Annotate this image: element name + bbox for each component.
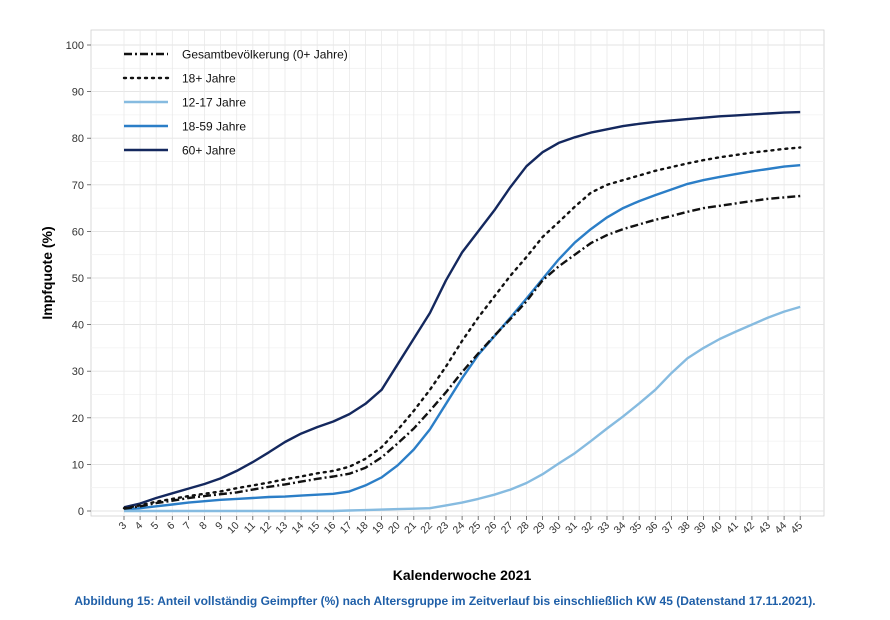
y-axis-ticks: 0 10 20 30 40 50 60 70 80 90 100 (66, 40, 91, 518)
x-tick-label: 5 (149, 520, 162, 533)
x-tick-label: 10 (225, 520, 242, 537)
x-tick-label: 21 (402, 520, 419, 537)
x-tick-label: 43 (756, 520, 773, 537)
series-line-18-59-jahre (123, 164, 801, 511)
x-tick-label: 42 (740, 520, 757, 537)
y-tick-label: 80 (72, 133, 84, 145)
x-tick-label: 40 (708, 520, 725, 537)
x-tick-label: 39 (692, 520, 709, 537)
x-tick-label: 35 (628, 520, 645, 537)
x-tick-label: 3 (117, 520, 130, 533)
y-tick-label: 70 (72, 180, 84, 192)
x-tick-label: 7 (181, 520, 194, 533)
x-tick-label: 14 (289, 520, 306, 537)
x-tick-label: 29 (531, 520, 548, 537)
legend-label: 12-17 Jahre (182, 96, 246, 110)
x-tick-label: 28 (515, 520, 532, 537)
series-line-12-17-jahre (124, 305, 801, 513)
x-tick-label: 17 (338, 520, 355, 537)
figure-caption: Abbildung 15: Anteil vollständig Geimpft… (74, 594, 816, 608)
y-tick-label: 20 (72, 413, 84, 425)
x-tick-label: 41 (724, 520, 741, 537)
x-tick-label: 6 (165, 520, 178, 533)
x-tick-label: 22 (418, 520, 435, 537)
series-line-18-jahre (122, 146, 802, 510)
x-tick-label: 8 (197, 520, 210, 533)
x-tick-label: 24 (450, 520, 467, 537)
x-tick-label: 4 (133, 520, 146, 533)
y-tick-label: 60 (72, 226, 84, 238)
x-tick-label: 30 (547, 520, 564, 537)
x-tick-label: 36 (644, 520, 661, 537)
x-tick-label: 44 (772, 520, 789, 537)
x-tick-label: 13 (273, 520, 290, 537)
x-tick-label: 38 (676, 520, 693, 537)
x-tick-label: 31 (563, 520, 580, 537)
x-tick-label: 45 (789, 520, 806, 537)
y-tick-label: 50 (72, 273, 84, 285)
y-tick-label: 10 (72, 459, 84, 471)
x-tick-label: 33 (595, 520, 612, 537)
legend: Gesamtbevölkerung (0+ Jahre) 18+ Jahre 12-… (122, 48, 348, 158)
y-tick-label: 40 (72, 320, 84, 332)
x-tick-label: 37 (660, 520, 677, 537)
series-lines (122, 110, 802, 513)
x-tick-label: 34 (611, 520, 628, 537)
x-tick-label: 15 (306, 520, 323, 537)
y-tick-label: 30 (72, 366, 84, 378)
legend-label: Gesamtbevölkerung (0+ Jahre) (182, 48, 348, 62)
series-line-gesamtbev-lkerung-0-jahre (123, 194, 801, 510)
x-tick-label: 26 (483, 520, 500, 537)
x-tick-label: 18 (354, 520, 371, 537)
x-tick-label: 9 (213, 520, 226, 533)
grid-minor (91, 67, 824, 489)
x-tick-label: 25 (467, 520, 484, 537)
x-axis-ticks: 3 4 5 6 7 8 9 10 11 12 13 14 15 16 17 18 19 20 21 22 23 24 25 2… (117, 516, 806, 537)
x-tick-label: 20 (386, 520, 403, 537)
grid-major (91, 30, 824, 516)
legend-label: 60+ Jahre (182, 144, 236, 158)
x-axis-label: Kalenderwoche 2021 (393, 567, 532, 583)
legend-label: 18+ Jahre (182, 72, 236, 86)
y-tick-label: 90 (72, 87, 84, 99)
x-tick-label: 12 (257, 520, 274, 537)
y-axis-label: Impfquote (%) (39, 226, 55, 319)
series-line-60-jahre (123, 110, 801, 509)
x-tick-label: 19 (370, 520, 387, 537)
legend-label: 18-59 Jahre (182, 120, 246, 134)
y-tick-label: 100 (66, 40, 84, 52)
plot-area (90, 29, 825, 517)
x-tick-label: 11 (242, 520, 258, 536)
x-tick-label: 16 (322, 520, 339, 537)
y-tick-label: 0 (78, 506, 84, 518)
x-tick-label: 32 (579, 520, 596, 537)
x-tick-label: 27 (499, 520, 516, 537)
x-tick-label: 23 (434, 520, 451, 537)
